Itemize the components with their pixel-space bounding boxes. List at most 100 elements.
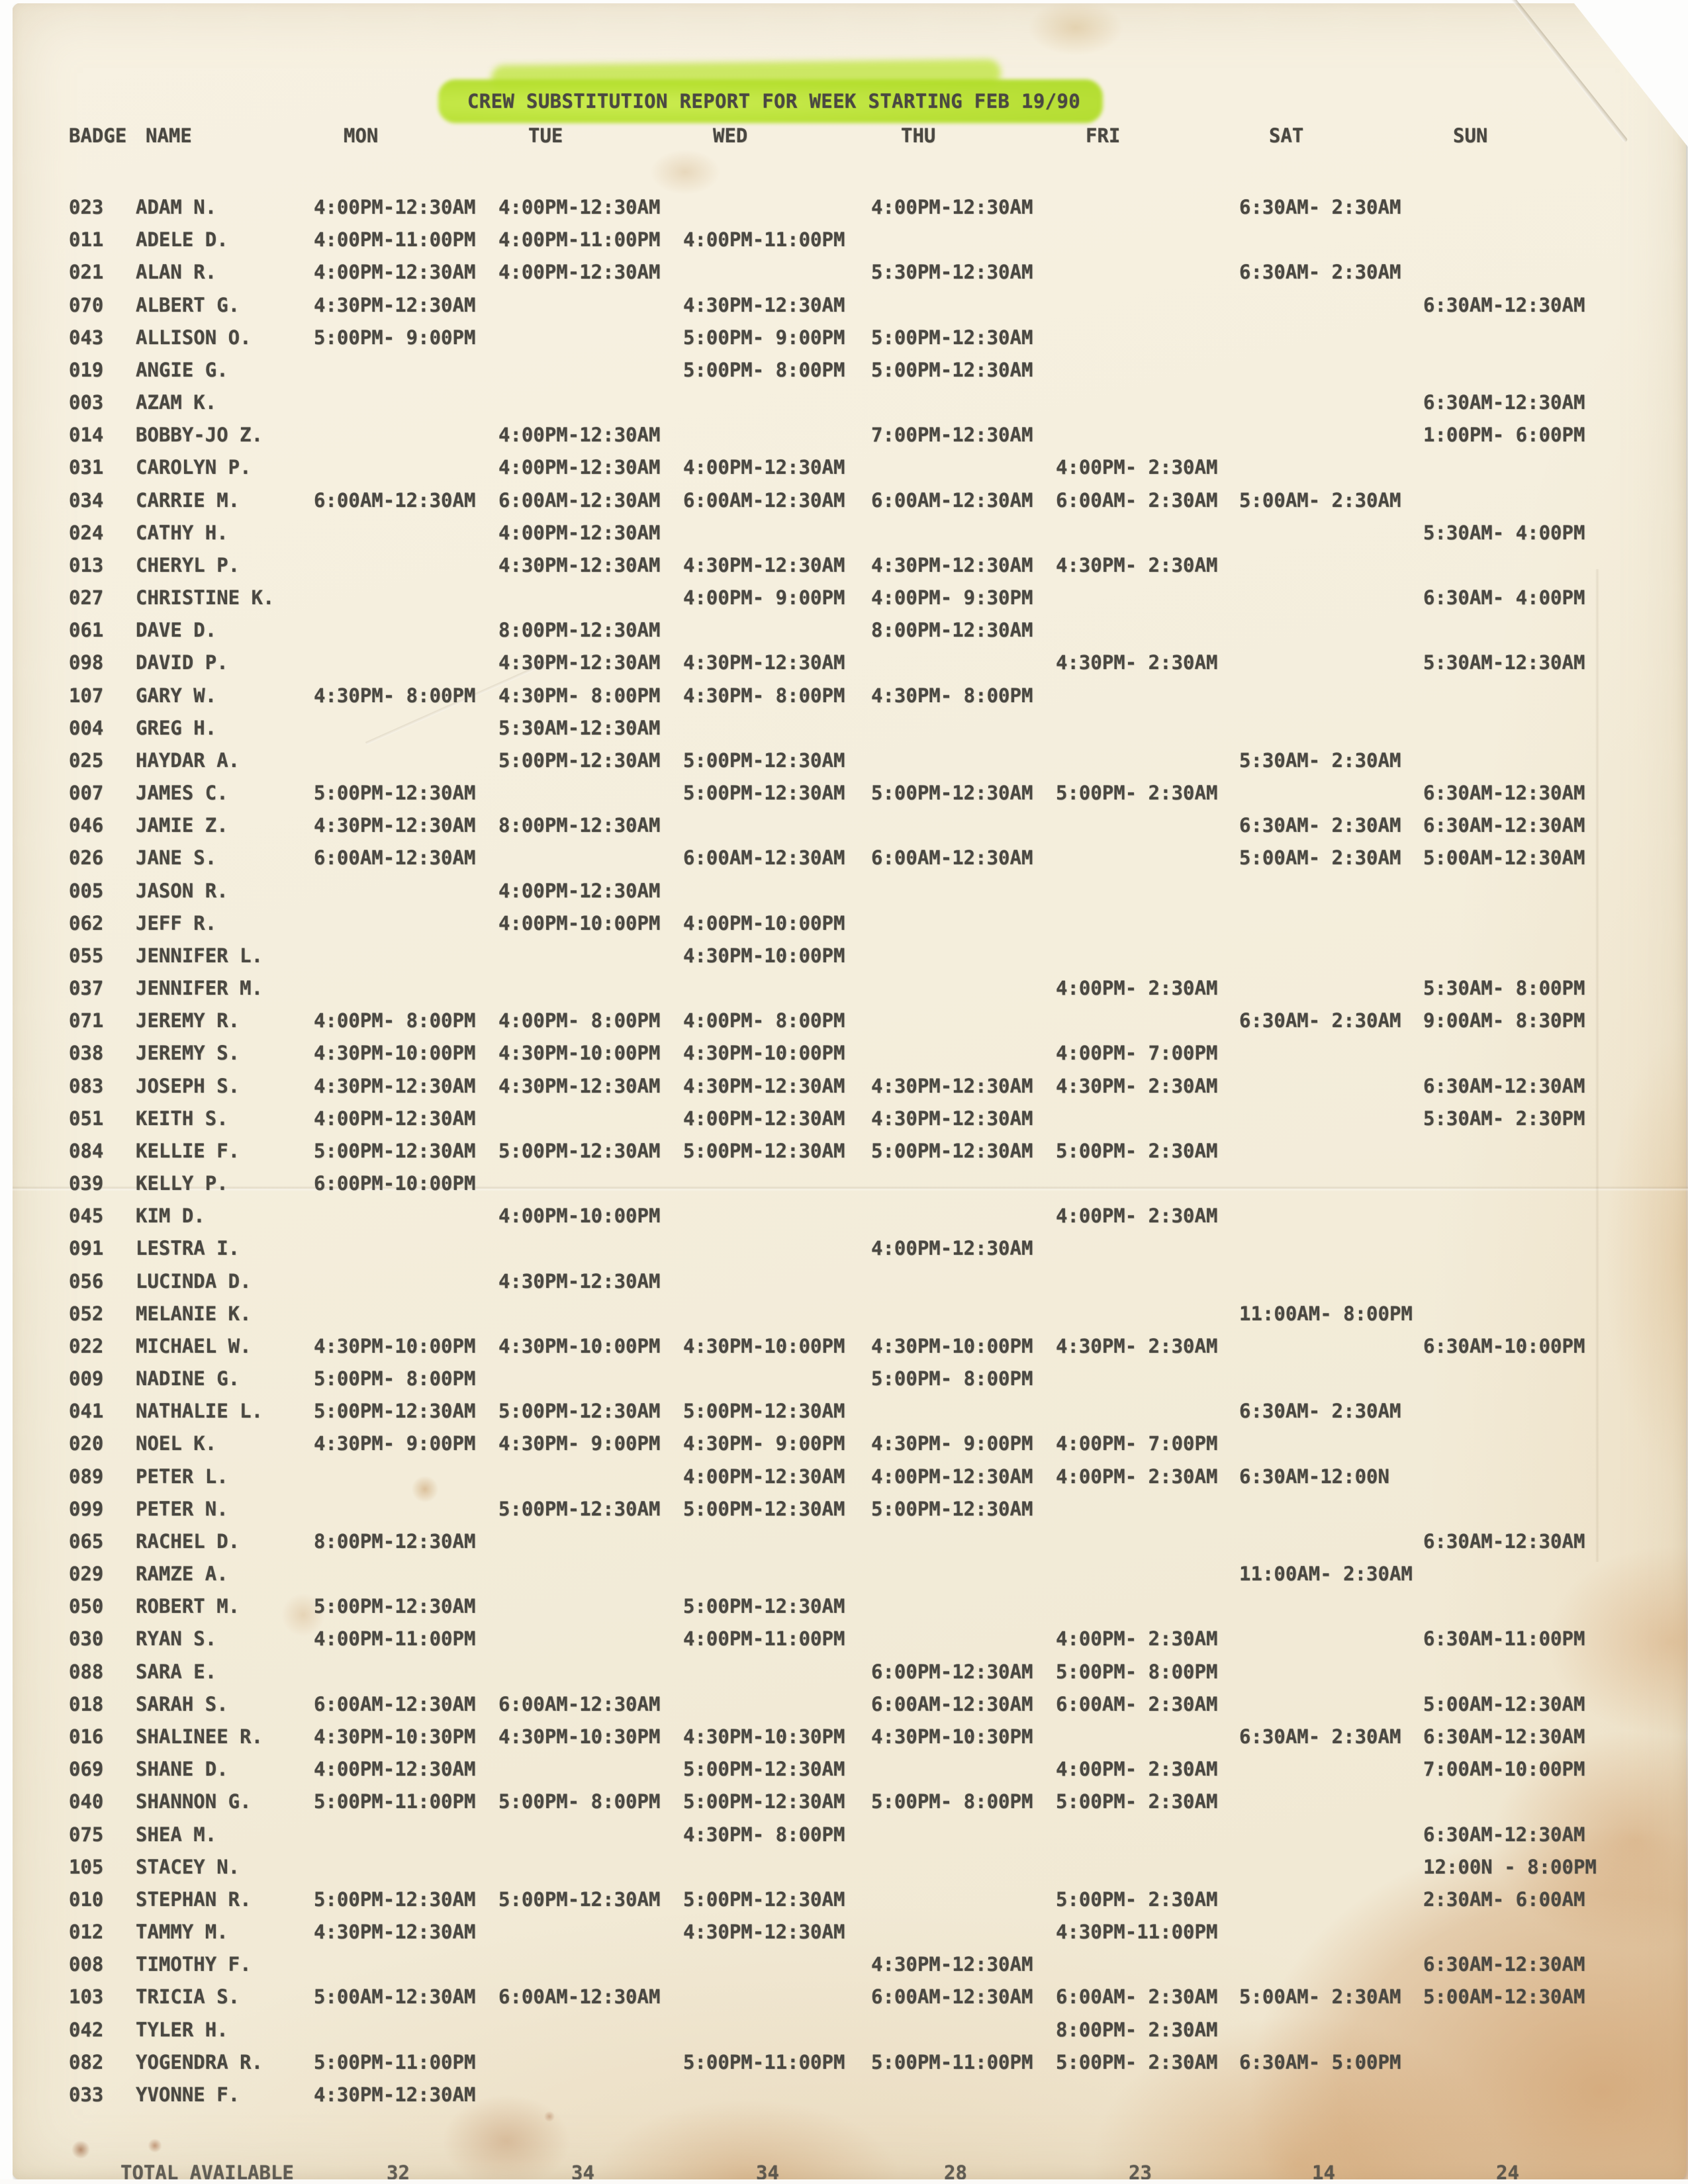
table-row: 098 DAVID P. 4:30PM-12:30AM 4:30PM-12:30AM 4…: [0, 651, 1688, 679]
table-row: 009 NADINE G. 5:00PM- 8:00PM 5:00PM- 8:00PM: [0, 1367, 1688, 1395]
table-row: 107 GARY W. 4:30PM- 8:00PM 4:30PM- 8:00PM 4:…: [0, 684, 1688, 712]
table-row: 083 JOSEPH S. 4:30PM-12:30AM 4:30PM-12:30AM…: [0, 1075, 1688, 1103]
shift-cell-thu: 5:00PM-12:30AM: [871, 358, 1033, 381]
name-cell: NOEL K.: [136, 1432, 217, 1455]
shift-cell-tue: 4:30PM-12:30AM: [498, 1074, 661, 1097]
badge-cell: 046: [69, 814, 104, 837]
name-cell: JASON R.: [136, 879, 228, 902]
name-cell: CARRIE M.: [136, 488, 240, 512]
badge-cell: 003: [69, 391, 104, 414]
name-cell: YOGENDRA R.: [136, 2050, 263, 2073]
shift-cell-mon: 6:00AM-12:30AM: [314, 1692, 476, 1715]
shift-cell-tue: 4:30PM-10:00PM: [498, 1042, 661, 1065]
table-row: 022 MICHAEL W. 4:30PM-10:00PM 4:30PM-10:00P…: [0, 1335, 1688, 1363]
table-row: 010 STEPHAN R. 5:00PM-12:30AM 5:00PM-12:30A…: [0, 1888, 1688, 1916]
shift-cell-thu: 4:00PM-12:30AM: [871, 1237, 1033, 1260]
shift-cell-wed: 4:30PM-10:00PM: [683, 1042, 845, 1065]
badge-cell: 009: [69, 1367, 104, 1390]
badge-cell: 023: [69, 196, 104, 218]
shift-cell-sat: 5:30AM- 2:30AM: [1239, 749, 1401, 772]
table-row: 014 BOBBY-JO Z. 4:00PM-12:30AM 7:00PM-12:30…: [0, 424, 1688, 451]
shift-cell-wed: 5:00PM-12:30AM: [683, 1400, 845, 1423]
shift-cell-thu: 5:00PM-12:30AM: [871, 1139, 1033, 1162]
table-row: 061 DAVE D. 8:00PM-12:30AM 8:00PM-12:30AM: [0, 619, 1688, 647]
shift-cell-sun: 6:30AM-10:00PM: [1423, 1334, 1585, 1357]
table-row: 039 KELLY P. 6:00PM-10:00PM: [0, 1172, 1688, 1200]
shift-cell-mon: 4:30PM-12:30AM: [314, 1921, 476, 1943]
shift-cell-mon: 4:30PM-12:30AM: [314, 293, 476, 316]
shift-cell-tue: 4:00PM-12:30AM: [498, 879, 661, 902]
table-row: 029 RAMZE A. 11:00AM- 2:30AM: [0, 1563, 1688, 1590]
badge-cell: 019: [69, 358, 104, 381]
badge-cell: 039: [69, 1172, 104, 1195]
shift-cell-sat: 5:00AM- 2:30AM: [1239, 1985, 1401, 2009]
badge-cell: 070: [69, 293, 104, 316]
shift-cell-wed: 5:00PM- 9:00PM: [683, 326, 845, 349]
table-row: 065 RACHEL D. 8:00PM-12:30AM 6:30AM-12:30AM: [0, 1530, 1688, 1558]
scan-margin-bottom: [0, 2179, 1688, 2184]
name-cell: TRICIA S.: [136, 1985, 240, 2009]
shift-cell-fri: 5:00PM- 2:30AM: [1056, 782, 1218, 805]
name-cell: JEREMY S.: [136, 1042, 240, 1065]
shift-cell-wed: 4:00PM-12:30AM: [683, 456, 845, 479]
shift-cell-sat: 11:00AM- 8:00PM: [1239, 1302, 1413, 1325]
name-cell: NADINE G.: [136, 1367, 240, 1390]
shift-cell-tue: 5:30AM-12:30AM: [498, 716, 661, 739]
shift-cell-sun: 5:30AM- 2:30PM: [1423, 1107, 1585, 1130]
shift-cell-fri: 4:00PM- 2:30AM: [1056, 1627, 1218, 1651]
badge-cell: 040: [69, 1790, 104, 1813]
badge-cell: 061: [69, 619, 104, 642]
table-row: 103 TRICIA S. 5:00AM-12:30AM 6:00AM-12:30AM…: [0, 1985, 1688, 2013]
shift-cell-thu: 4:00PM-12:30AM: [871, 196, 1033, 218]
badge-cell: 011: [69, 228, 104, 251]
table-row: 008 TIMOTHY F. 4:30PM-12:30AM 6:30AM-12:30A…: [0, 1953, 1688, 1981]
shift-cell-tue: 4:30PM-12:30AM: [498, 553, 661, 576]
table-row: 025 HAYDAR A. 5:00PM-12:30AM 5:00PM-12:30AM…: [0, 749, 1688, 777]
badge-cell: 007: [69, 782, 104, 805]
shift-cell-sun: 6:30AM-12:30AM: [1423, 1725, 1585, 1748]
table-row: 040 SHANNON G. 5:00PM-11:00PM 5:00PM- 8:00P…: [0, 1790, 1688, 1818]
shift-cell-mon: 4:30PM-10:30PM: [314, 1725, 476, 1748]
table-row: 026 JANE S. 6:00AM-12:30AM 6:00AM-12:30AM 6:…: [0, 846, 1688, 874]
shift-cell-wed: 4:00PM- 9:00PM: [683, 586, 845, 610]
table-row: 011 ADELE D. 4:00PM-11:00PM 4:00PM-11:00PM 4…: [0, 228, 1688, 256]
col-header-thu: THU: [901, 124, 936, 147]
shift-cell-sun: 6:30AM-12:30AM: [1423, 1529, 1585, 1553]
shift-cell-tue: 6:00AM-12:30AM: [498, 1692, 661, 1715]
shift-cell-sat: 6:30AM- 2:30AM: [1239, 196, 1401, 218]
shift-cell-wed: 6:00AM-12:30AM: [683, 488, 845, 512]
shift-cell-fri: 6:00AM- 2:30AM: [1056, 1985, 1218, 2009]
name-cell: CAROLYN P.: [136, 456, 252, 479]
shift-cell-fri: 4:00PM- 7:00PM: [1056, 1432, 1218, 1455]
shift-cell-mon: 4:00PM-12:30AM: [314, 196, 476, 218]
shift-cell-sat: 6:30AM- 5:00PM: [1239, 2050, 1401, 2073]
badge-cell: 043: [69, 326, 104, 349]
shift-cell-fri: 4:30PM-11:00PM: [1056, 1921, 1218, 1943]
badge-cell: 030: [69, 1627, 104, 1651]
shift-cell-thu: 4:30PM-10:30PM: [871, 1725, 1033, 1748]
table-row: 005 JASON R. 4:00PM-12:30AM: [0, 880, 1688, 907]
shift-cell-wed: 5:00PM- 8:00PM: [683, 358, 845, 381]
shift-cell-sun: 2:30AM- 6:00AM: [1423, 1888, 1585, 1911]
shift-cell-fri: 4:30PM- 2:30AM: [1056, 651, 1218, 674]
name-cell: HAYDAR A.: [136, 749, 240, 772]
name-cell: JEREMY R.: [136, 1009, 240, 1032]
shift-cell-thu: 4:30PM- 9:00PM: [871, 1432, 1033, 1455]
badge-cell: 018: [69, 1692, 104, 1715]
name-cell: ROBERT M.: [136, 1595, 240, 1618]
table-row: 037 JENNIFER M. 4:00PM- 2:30AM 5:30AM- 8:00…: [0, 977, 1688, 1005]
badge-cell: 024: [69, 521, 104, 544]
shift-cell-wed: 4:30PM-10:00PM: [683, 1334, 845, 1357]
table-row: 024 CATHY H. 4:00PM-12:30AM 5:30AM- 4:00PM: [0, 522, 1688, 549]
table-row: 056 LUCINDA D. 4:30PM-12:30AM: [0, 1270, 1688, 1298]
shift-cell-mon: 4:30PM-12:30AM: [314, 2083, 476, 2106]
shift-cell-mon: 4:00PM- 8:00PM: [314, 1009, 476, 1032]
col-header-wed: WED: [713, 124, 748, 147]
badge-cell: 026: [69, 846, 104, 870]
badge-cell: 031: [69, 456, 104, 479]
shift-cell-wed: 4:30PM- 9:00PM: [683, 1432, 845, 1455]
shift-cell-fri: 4:00PM- 2:30AM: [1056, 1465, 1218, 1488]
name-cell: YVONNE F.: [136, 2083, 240, 2106]
name-cell: SHANE D.: [136, 1758, 228, 1781]
